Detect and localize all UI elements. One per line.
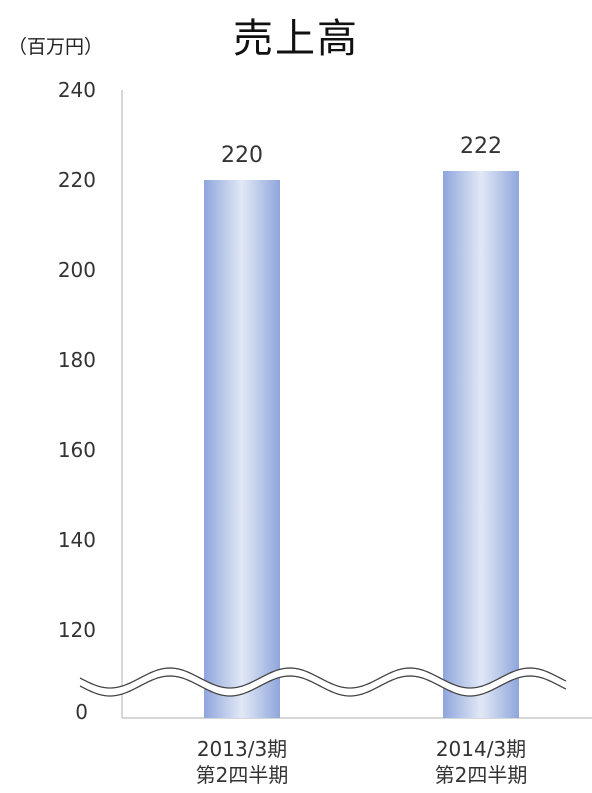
y-tick-label: 220 — [58, 168, 96, 192]
axis-break-band — [80, 668, 566, 696]
data-label: 220 — [221, 143, 263, 168]
y-tick-label: 120 — [58, 618, 96, 642]
y-tick-label: 180 — [58, 348, 96, 372]
y-tick-label: 0 — [75, 700, 88, 724]
axis-break-line-bottom — [79, 675, 567, 697]
y-tick-label: 140 — [58, 528, 96, 552]
x-tick-label: 2014/3期 — [436, 737, 526, 761]
y-tick-label: 200 — [58, 258, 96, 282]
y-unit-label: （百万円） — [8, 36, 104, 58]
bar — [204, 180, 280, 718]
data-label: 222 — [460, 134, 502, 159]
y-tick-label: 240 — [58, 78, 96, 102]
y-tick-label: 160 — [58, 438, 96, 462]
x-tick-label-sub: 第2四半期 — [196, 763, 289, 787]
axis-break-line-top — [79, 667, 567, 689]
x-tick-label-sub: 第2四半期 — [435, 763, 528, 787]
x-tick-label: 2013/3期 — [197, 737, 287, 761]
bar — [443, 171, 519, 718]
chart-title: 売上高 — [233, 16, 359, 62]
